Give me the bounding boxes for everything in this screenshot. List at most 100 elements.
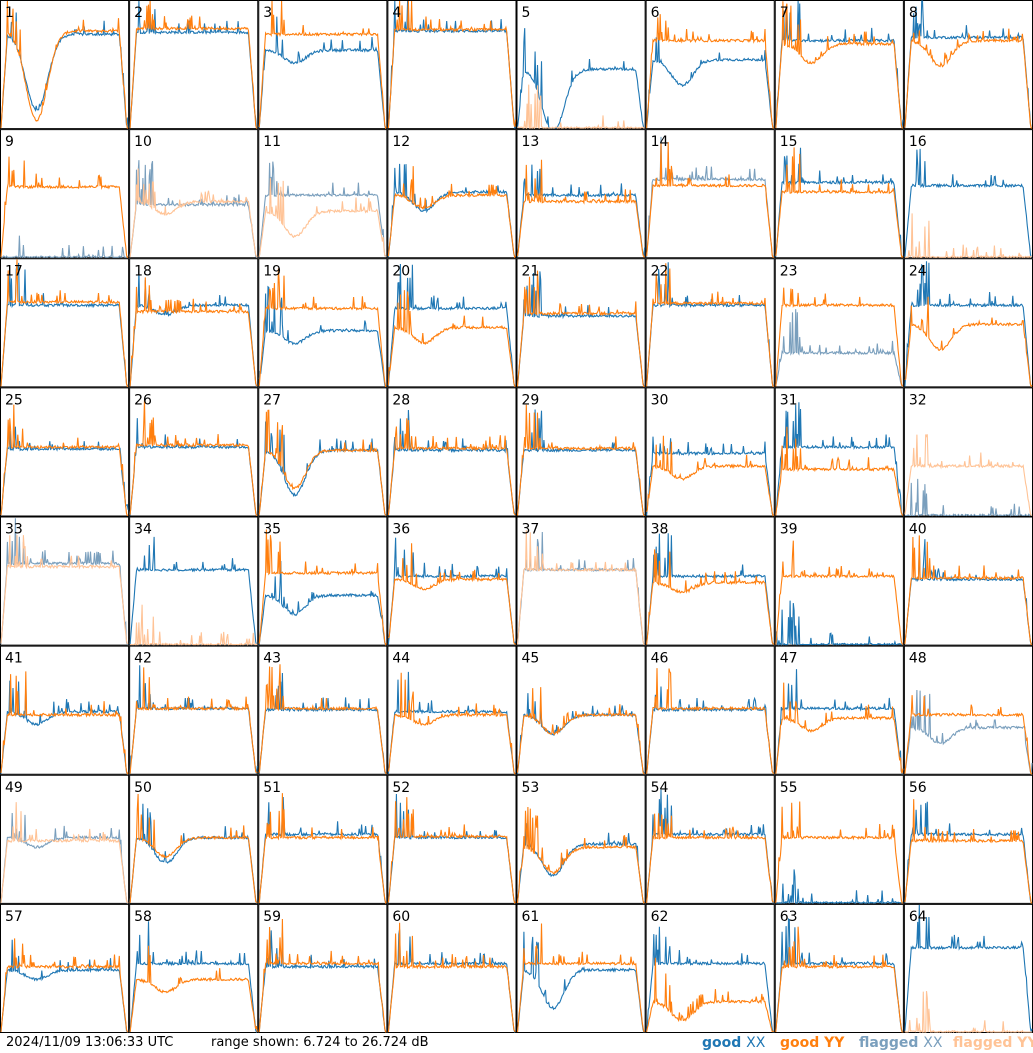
xx-series-line — [387, 0, 516, 129]
panel-number: 59 — [263, 909, 281, 925]
panel-number: 62 — [651, 909, 669, 925]
panel-number: 13 — [522, 134, 540, 150]
yy-series-line — [387, 797, 516, 905]
panel-1: 1 — [0, 0, 130, 130]
xx-series-line — [516, 28, 645, 129]
xx-series-line — [258, 285, 387, 388]
yy-series-line — [516, 159, 645, 258]
panel-11: 11 — [258, 129, 388, 259]
panel-frame — [387, 774, 517, 904]
xx-series-line — [904, 261, 1032, 387]
panel-frame — [387, 0, 517, 130]
panel-frame — [516, 516, 646, 646]
panel-29: 29 — [516, 387, 646, 517]
panel-6: 6 — [645, 0, 775, 130]
panel-number: 15 — [780, 134, 798, 150]
yy-series-line — [129, 277, 258, 387]
panel-54: 54 — [645, 774, 775, 904]
panel-13: 13 — [516, 129, 646, 259]
panel-25: 25 — [0, 387, 130, 517]
legend-good-yy-pol: YY — [824, 1035, 845, 1051]
panel-frame — [0, 516, 130, 646]
panel-number: 26 — [134, 392, 152, 408]
panel-45: 45 — [516, 645, 646, 775]
yy-series-line — [775, 540, 904, 646]
yy-series-line — [904, 799, 1033, 904]
yy-series-line — [129, 168, 258, 258]
panel-frame — [774, 516, 904, 646]
xx-series-line — [0, 680, 129, 775]
xx-series-line — [516, 409, 646, 517]
panel-30: 30 — [645, 387, 775, 517]
xx-series-line — [258, 16, 387, 129]
panel-number: 46 — [651, 651, 669, 667]
panel-frame — [774, 774, 904, 904]
panel-number: 60 — [392, 909, 410, 925]
panel-number: 43 — [263, 651, 281, 667]
xx-series-line — [646, 926, 774, 1033]
panel-4: 4 — [387, 0, 517, 130]
yy-series-line — [517, 84, 645, 130]
panel-53: 53 — [516, 774, 646, 905]
panel-number: 64 — [909, 909, 927, 925]
panel-63: 63 — [774, 903, 904, 1033]
yy-series-line — [646, 263, 774, 387]
legend-flagged-xx: flagged XX — [859, 1035, 942, 1051]
panel-64: 64 — [903, 903, 1033, 1033]
panel-14: 14 — [645, 129, 775, 259]
xx-series-line — [904, 904, 1033, 1033]
panel-22: 22 — [645, 258, 775, 388]
panel-24: 24 — [903, 258, 1033, 388]
panel-33: 33 — [0, 516, 130, 646]
xx-series-line — [129, 160, 258, 258]
yy-series-line — [258, 664, 387, 775]
yy-series-line — [775, 682, 904, 774]
yy-series-line — [258, 178, 387, 257]
yy-series-line — [904, 535, 1033, 646]
panel-number: 10 — [134, 134, 152, 150]
xx-series-line — [775, 309, 903, 387]
panel-48: 48 — [903, 645, 1033, 776]
yy-series-line — [775, 1, 903, 129]
panel-number: 39 — [780, 522, 798, 538]
legend-good-yy-word: good — [780, 1035, 820, 1051]
panel-number: 29 — [522, 392, 540, 408]
yy-series-line — [0, 259, 129, 388]
range-label: range shown: 6.724 to 26.724 dB — [211, 1035, 429, 1050]
panel-42: 42 — [129, 645, 259, 775]
xx-series-line — [387, 537, 517, 645]
panel-frame — [774, 645, 904, 775]
panel-21: 21 — [516, 258, 646, 388]
panel-2: 2 — [129, 0, 259, 130]
yy-series-line — [129, 945, 258, 1033]
panel-18: 18 — [129, 258, 259, 388]
panel-number: 35 — [263, 522, 281, 538]
panel-number: 52 — [392, 780, 410, 796]
yy-series-line — [387, 922, 516, 1033]
panel-number: 4 — [392, 5, 401, 21]
yy-series-line — [387, 418, 516, 516]
xx-series-line — [129, 0, 258, 129]
panel-frame — [387, 387, 517, 517]
panel-23: 23 — [774, 258, 904, 388]
yy-series-line — [904, 213, 1033, 260]
yy-series-line — [258, 529, 387, 646]
yy-series-line — [129, 0, 258, 129]
yy-series-line — [0, 156, 129, 258]
yy-series-line — [0, 938, 129, 1033]
panel-number: 24 — [909, 263, 927, 279]
panel-frame — [0, 645, 130, 775]
yy-series-line — [775, 801, 903, 904]
panel-number: 41 — [5, 651, 23, 667]
xx-series-line — [516, 271, 645, 387]
panel-frame — [0, 0, 130, 130]
panel-51: 51 — [258, 774, 388, 905]
panel-59: 59 — [258, 903, 388, 1033]
yy-series-line — [775, 926, 903, 1033]
yy-series-line — [387, 290, 516, 387]
panel-frame — [0, 258, 130, 388]
yy-series-line — [775, 287, 904, 387]
panel-frame — [129, 258, 259, 388]
yy-series-line — [646, 435, 775, 517]
